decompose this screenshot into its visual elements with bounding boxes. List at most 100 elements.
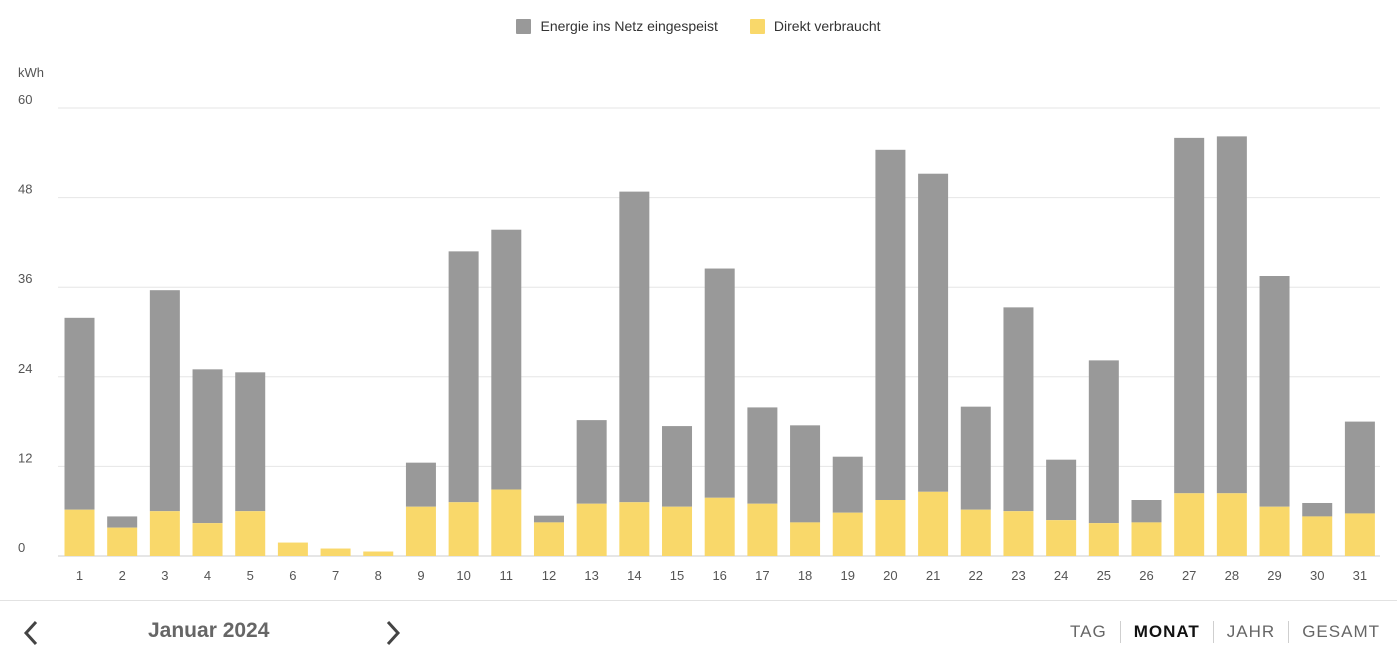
bar-direct-use-day-5[interactable] xyxy=(235,511,266,556)
bar-direct-use-day-4[interactable] xyxy=(192,523,223,556)
bar-grid-feed-day-31[interactable] xyxy=(1344,421,1375,514)
bar-grid-feed-day-9[interactable] xyxy=(405,462,436,507)
y-tick-label: 36 xyxy=(18,271,32,286)
y-tick-label: 0 xyxy=(18,540,25,555)
bar-direct-use-day-11[interactable] xyxy=(491,489,522,556)
bar-direct-use-day-18[interactable] xyxy=(790,522,821,556)
bar-grid-feed-day-4[interactable] xyxy=(192,369,223,524)
bar-direct-use-day-8[interactable] xyxy=(363,551,394,556)
tab-jahr[interactable]: JAHR xyxy=(1212,621,1288,643)
x-tick-label: 23 xyxy=(1011,568,1025,583)
x-tick-label: 19 xyxy=(841,568,855,583)
x-tick-label: 24 xyxy=(1054,568,1068,583)
bar-direct-use-day-24[interactable] xyxy=(1046,520,1077,556)
bar-grid-feed-day-5[interactable] xyxy=(235,372,266,512)
bar-direct-use-day-1[interactable] xyxy=(64,509,95,556)
bar-grid-feed-day-19[interactable] xyxy=(832,456,863,513)
period-label: Januar 2024 xyxy=(148,619,270,642)
bar-direct-use-day-9[interactable] xyxy=(405,506,436,556)
x-tick-label: 9 xyxy=(417,568,424,583)
x-tick-layer: 1 2 3 4 5 6 7 8 9 10 11 12 13 14 15 16 17 18 19 20 21 22 23 24 2… xyxy=(76,568,1367,583)
bar-direct-use-day-27[interactable] xyxy=(1174,493,1205,556)
x-tick-label: 27 xyxy=(1182,568,1196,583)
x-tick-label: 25 xyxy=(1097,568,1111,583)
bar-grid-feed-day-18[interactable] xyxy=(790,425,821,523)
bar-direct-use-day-21[interactable] xyxy=(918,491,949,556)
bar-direct-use-day-10[interactable] xyxy=(448,502,479,556)
legend-item-direct[interactable]: Direkt verbraucht xyxy=(749,18,881,34)
bar-grid-feed-day-26[interactable] xyxy=(1131,500,1162,523)
bar-direct-use-day-19[interactable] xyxy=(832,512,863,556)
bar-grid-feed-day-25[interactable] xyxy=(1088,360,1119,524)
next-period-button[interactable] xyxy=(381,619,405,647)
bar-grid-feed-day-11[interactable] xyxy=(491,229,522,490)
bar-direct-use-day-22[interactable] xyxy=(960,509,991,556)
x-tick-label: 16 xyxy=(712,568,726,583)
bar-direct-use-day-7[interactable] xyxy=(320,548,351,556)
bar-direct-use-day-26[interactable] xyxy=(1131,522,1162,556)
x-tick-label: 29 xyxy=(1267,568,1281,583)
x-tick-label: 3 xyxy=(161,568,168,583)
bar-grid-feed-day-14[interactable] xyxy=(619,191,650,503)
bar-direct-use-day-23[interactable] xyxy=(1003,511,1034,556)
bar-grid-feed-day-1[interactable] xyxy=(64,317,95,510)
legend-swatch-direct xyxy=(749,18,765,34)
x-tick-label: 10 xyxy=(456,568,470,583)
x-tick-label: 21 xyxy=(926,568,940,583)
bar-grid-feed-day-15[interactable] xyxy=(662,426,693,507)
bar-direct-use-day-31[interactable] xyxy=(1344,513,1375,556)
period-navigation-bar: Januar 2024 TAG MONAT JAHR GESAMT xyxy=(0,600,1397,651)
bar-grid-feed-day-17[interactable] xyxy=(747,407,778,504)
bar-direct-use-day-12[interactable] xyxy=(533,522,564,556)
bar-grid-feed-day-16[interactable] xyxy=(704,268,735,498)
bar-direct-use-day-28[interactable] xyxy=(1216,493,1247,556)
bar-grid-feed-day-2[interactable] xyxy=(107,516,138,528)
bar-direct-use-day-6[interactable] xyxy=(277,542,308,556)
bar-grid-feed-day-28[interactable] xyxy=(1216,136,1247,494)
x-tick-label: 26 xyxy=(1139,568,1153,583)
chart-legend: Energie ins Netz eingespeist Direkt verb… xyxy=(0,18,1397,34)
x-tick-label: 13 xyxy=(584,568,598,583)
bar-grid-feed-day-27[interactable] xyxy=(1174,137,1205,494)
x-tick-label: 28 xyxy=(1225,568,1239,583)
x-tick-label: 4 xyxy=(204,568,211,583)
x-tick-label: 17 xyxy=(755,568,769,583)
bar-grid-feed-day-21[interactable] xyxy=(918,173,949,492)
legend-label-grid: Energie ins Netz eingespeist xyxy=(540,18,718,34)
bar-grid-feed-day-30[interactable] xyxy=(1302,502,1333,517)
bar-direct-use-day-13[interactable] xyxy=(576,503,607,556)
x-tick-label: 6 xyxy=(289,568,296,583)
bar-grid-feed-day-3[interactable] xyxy=(149,290,180,512)
bar-direct-use-day-20[interactable] xyxy=(875,500,906,556)
bar-grid-feed-day-12[interactable] xyxy=(533,515,564,523)
bar-grid-feed-day-13[interactable] xyxy=(576,420,607,504)
bar-direct-use-day-14[interactable] xyxy=(619,502,650,556)
bar-direct-use-day-25[interactable] xyxy=(1088,523,1119,556)
bar-direct-use-day-2[interactable] xyxy=(107,527,138,556)
bar-direct-use-day-30[interactable] xyxy=(1302,516,1333,556)
bar-direct-use-day-3[interactable] xyxy=(149,511,180,556)
period-tabs: TAG MONAT JAHR GESAMT xyxy=(1057,621,1393,643)
bar-grid-feed-day-24[interactable] xyxy=(1046,459,1077,521)
chevron-right-icon xyxy=(386,620,401,646)
bar-grid-feed-day-10[interactable] xyxy=(448,251,479,503)
x-tick-label: 8 xyxy=(375,568,382,583)
tab-tag[interactable]: TAG xyxy=(1070,622,1107,641)
bar-grid-feed-day-23[interactable] xyxy=(1003,307,1034,512)
bar-direct-use-day-17[interactable] xyxy=(747,503,778,556)
x-tick-label: 22 xyxy=(969,568,983,583)
bar-direct-use-day-29[interactable] xyxy=(1259,506,1290,556)
bar-direct-use-day-16[interactable] xyxy=(704,497,735,556)
legend-item-grid[interactable]: Energie ins Netz eingespeist xyxy=(516,18,718,34)
bar-direct-use-day-15[interactable] xyxy=(662,506,693,556)
x-tick-label: 20 xyxy=(883,568,897,583)
bar-grid-feed-day-29[interactable] xyxy=(1259,276,1290,507)
bar-grid-feed-day-22[interactable] xyxy=(960,406,991,510)
prev-period-button[interactable] xyxy=(20,619,44,647)
x-tick-label: 30 xyxy=(1310,568,1324,583)
bar-grid-feed-day-20[interactable] xyxy=(875,149,906,500)
chevron-left-icon xyxy=(23,620,38,646)
tab-gesamt[interactable]: GESAMT xyxy=(1288,621,1393,643)
tab-monat[interactable]: MONAT xyxy=(1119,621,1213,643)
